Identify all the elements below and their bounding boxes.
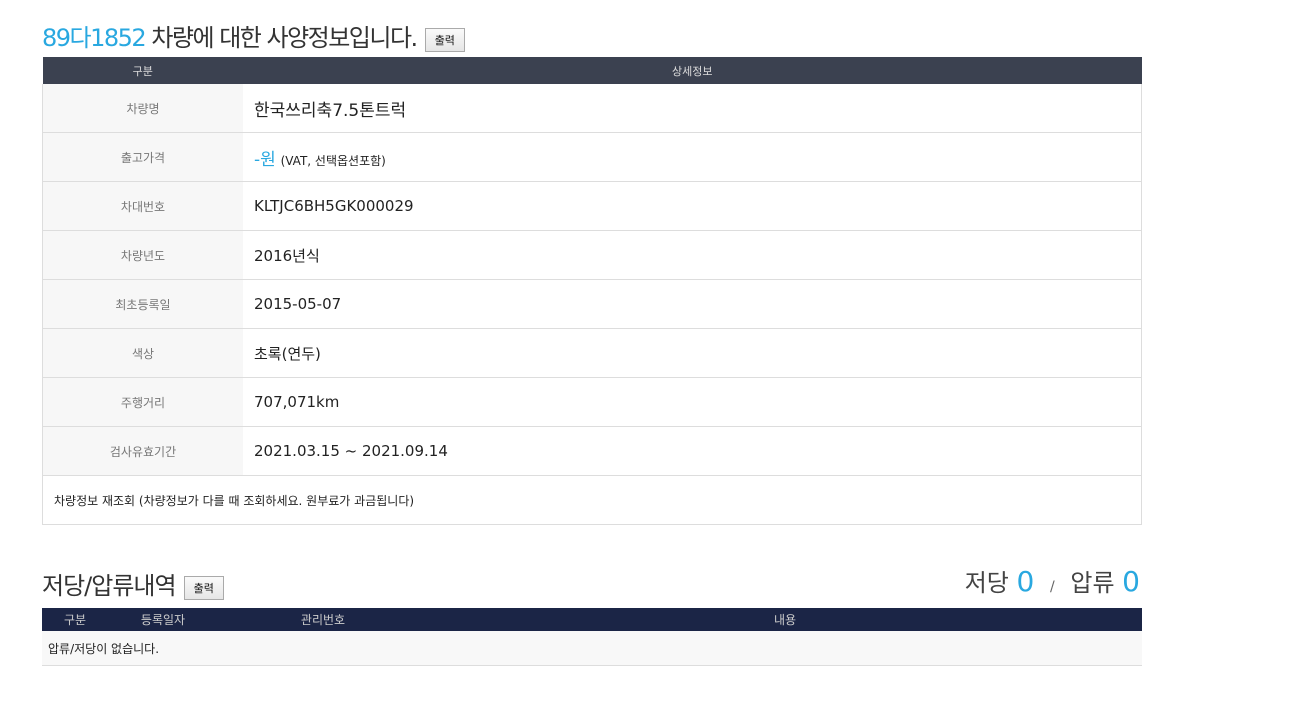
table-row: 검사유효기간 2021.03.15 ~ 2021.09.14	[42, 426, 1142, 476]
table-row: 압류/저당이 없습니다.	[42, 631, 1142, 666]
lien-counts: 저당 0 / 압류 0	[965, 563, 1140, 598]
table-row: 차량명 한국쓰리축7.5톤트럭	[42, 84, 1142, 133]
mortgage-label: 저당	[964, 569, 1009, 597]
row-label: 주행거리	[42, 377, 243, 427]
header-manage-no: 관리번호	[218, 608, 428, 631]
table-row: 최초등록일 2015-05-07	[42, 279, 1142, 329]
table-row: 차대번호 KLTJC6BH5GK000029	[42, 181, 1142, 231]
price-value: -원	[254, 149, 276, 170]
lien-title: 저당/압류내역	[42, 572, 177, 600]
row-label: 차량명	[42, 84, 243, 133]
spec-header: 구분 상세정보	[42, 57, 1142, 84]
row-label: 출고가격	[42, 132, 243, 182]
color-value: 초록(연두)	[243, 328, 1142, 378]
mortgage-count: 0	[1016, 565, 1035, 598]
header-detail: 상세정보	[243, 57, 1142, 84]
title-text: 차량에 대한 사양정보입니다.	[145, 24, 418, 52]
print-lien-button[interactable]: 출력	[183, 575, 224, 600]
table-row: 주행거리 707,071km	[42, 377, 1142, 427]
mileage-value: 707,071km	[243, 377, 1142, 427]
plate-number: 89다1852	[42, 24, 147, 52]
lien-table: 구분 등록일자 관리번호 내용 압류/저당이 없습니다.	[42, 608, 1142, 666]
row-label: 차대번호	[42, 181, 243, 231]
spec-table: 구분 상세정보 차량명 한국쓰리축7.5톤트럭 출고가격 -원 (VAT, 선택옵션…	[42, 57, 1142, 525]
row-label: 차량년도	[42, 230, 243, 280]
row-label: 최초등록일	[42, 279, 243, 329]
inspection-period-value: 2021.03.15 ~ 2021.09.14	[243, 426, 1142, 476]
table-row: 색상 초록(연두)	[42, 328, 1142, 378]
header-category: 구분	[42, 57, 243, 84]
header-content: 내용	[428, 608, 1142, 631]
row-label: 검사유효기간	[42, 426, 243, 476]
first-registration-value: 2015-05-07	[243, 279, 1142, 329]
row-label: 색상	[42, 328, 243, 378]
seizure-label: 압류	[1070, 569, 1115, 597]
empty-message: 압류/저당이 없습니다.	[42, 631, 1142, 666]
vin-value: KLTJC6BH5GK000029	[243, 181, 1142, 231]
table-row: 차량년도 2016년식	[42, 230, 1142, 280]
seizure-count: 0	[1122, 565, 1140, 598]
page-title: 89다1852 차량에 대한 사양정보입니다. 출력	[42, 18, 465, 53]
header-category: 구분	[42, 608, 108, 631]
price-cell: -원 (VAT, 선택옵션포함)	[243, 132, 1142, 182]
requery-link[interactable]: 차량정보 재조회 (차량정보가 다를 때 조회하세요. 원부료가 과금됩니다)	[42, 475, 1142, 525]
price-note: (VAT, 선택옵션포함)	[280, 153, 386, 168]
lien-section-title: 저당/압류내역 출력	[42, 566, 224, 601]
requery-row: 차량정보 재조회 (차량정보가 다를 때 조회하세요. 원부료가 과금됩니다)	[42, 475, 1142, 525]
table-row: 출고가격 -원 (VAT, 선택옵션포함)	[42, 132, 1142, 182]
model-year-value: 2016년식	[243, 230, 1142, 280]
vehicle-name: 한국쓰리축7.5톤트럭	[243, 84, 1142, 133]
lien-header: 구분 등록일자 관리번호 내용	[42, 608, 1142, 631]
header-date: 등록일자	[108, 608, 218, 631]
separator: /	[1050, 579, 1055, 595]
print-spec-button[interactable]: 출력	[424, 27, 465, 52]
